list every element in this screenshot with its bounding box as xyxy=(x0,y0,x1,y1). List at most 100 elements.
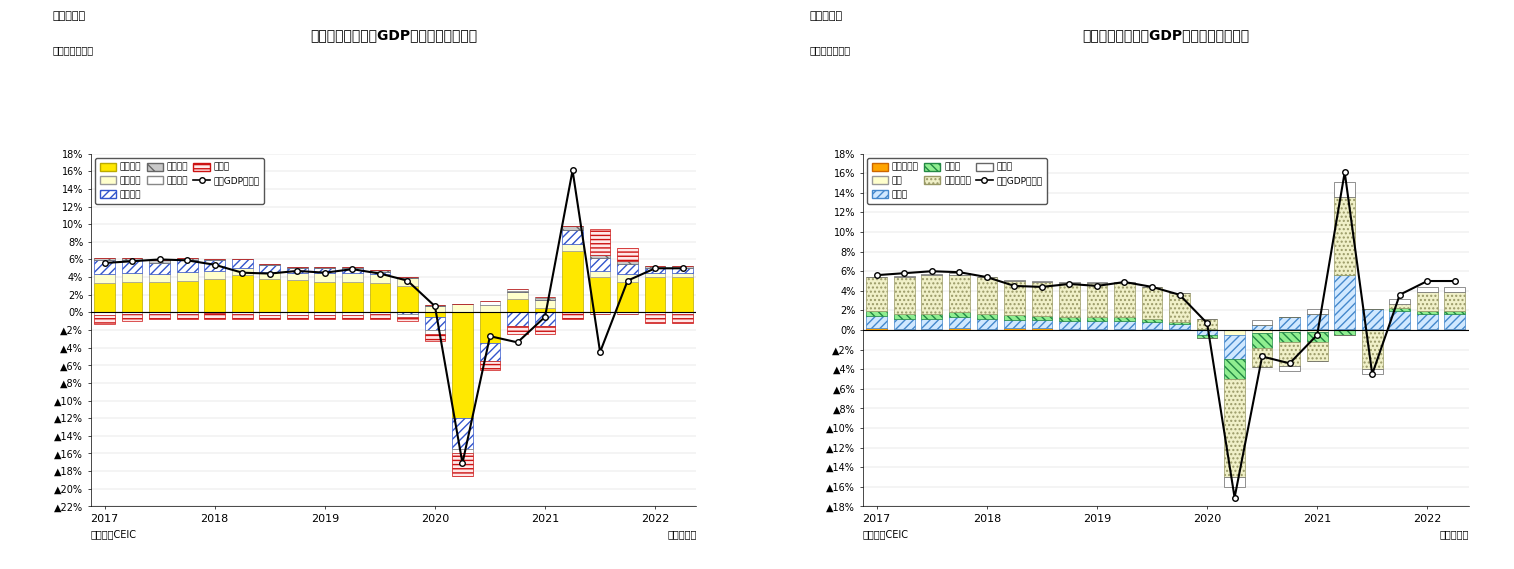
Bar xyxy=(590,229,610,255)
Bar xyxy=(150,312,170,314)
Bar xyxy=(288,266,307,269)
Bar xyxy=(1031,281,1052,282)
Bar xyxy=(177,261,197,272)
Bar xyxy=(1087,283,1107,318)
Bar xyxy=(315,269,335,273)
Bar xyxy=(562,312,583,319)
Bar xyxy=(342,315,363,319)
Text: （図表２）: （図表２） xyxy=(810,11,843,22)
Bar xyxy=(1444,292,1466,311)
Bar xyxy=(232,314,253,319)
Bar xyxy=(342,273,363,282)
Bar xyxy=(94,258,115,261)
Bar xyxy=(259,265,280,272)
Bar xyxy=(922,314,942,319)
Bar xyxy=(1417,287,1438,292)
Bar xyxy=(397,317,418,321)
Bar xyxy=(1142,329,1163,330)
Bar xyxy=(893,276,914,277)
Text: （資料）CEIC: （資料）CEIC xyxy=(91,529,136,539)
Bar xyxy=(1279,329,1301,330)
Bar xyxy=(949,275,969,312)
Bar xyxy=(893,319,914,329)
Bar xyxy=(94,312,115,315)
Bar xyxy=(1417,329,1438,330)
Bar xyxy=(1334,330,1355,335)
Bar xyxy=(618,261,637,264)
Bar xyxy=(150,263,170,274)
Bar xyxy=(1031,316,1052,320)
Bar xyxy=(480,301,500,306)
Bar xyxy=(1196,319,1217,329)
Bar xyxy=(1334,329,1355,330)
Bar xyxy=(922,329,942,330)
Bar xyxy=(1114,318,1136,321)
Bar xyxy=(1444,287,1466,292)
Text: （図表１）: （図表１） xyxy=(53,11,86,22)
Bar xyxy=(1031,282,1052,316)
Bar xyxy=(397,277,418,278)
Bar xyxy=(424,335,445,341)
Bar xyxy=(424,317,445,330)
Bar xyxy=(1307,310,1328,314)
Bar xyxy=(177,258,197,261)
Bar xyxy=(1390,329,1410,330)
Bar xyxy=(1279,332,1301,342)
Bar xyxy=(672,266,693,269)
Bar xyxy=(618,312,637,314)
Bar xyxy=(1031,328,1052,330)
Bar xyxy=(121,314,142,321)
Bar xyxy=(288,273,307,280)
Bar xyxy=(232,259,253,269)
Bar xyxy=(453,304,472,312)
Bar xyxy=(1307,329,1328,330)
Bar xyxy=(315,312,335,315)
Bar xyxy=(1444,329,1466,330)
Bar xyxy=(672,314,693,323)
Bar xyxy=(534,308,556,312)
Bar xyxy=(1060,283,1079,318)
Bar xyxy=(369,312,391,314)
Bar xyxy=(1004,315,1025,320)
Bar xyxy=(672,269,693,273)
Bar xyxy=(893,277,914,314)
Bar xyxy=(177,281,197,312)
Bar xyxy=(259,272,280,279)
Bar xyxy=(1390,311,1410,329)
Bar xyxy=(232,269,253,275)
Bar xyxy=(369,272,391,274)
Bar xyxy=(1225,477,1245,487)
Bar xyxy=(369,314,391,319)
Bar xyxy=(1363,329,1382,330)
Bar xyxy=(1169,324,1190,329)
Bar xyxy=(590,312,610,314)
Bar xyxy=(1060,329,1079,330)
Bar xyxy=(562,230,583,244)
Bar xyxy=(672,312,693,314)
Bar xyxy=(204,261,226,271)
Legend: 農林水産業, 鉱業, 製造業, 建設業, サービス業, その他, 実質GDP成長率: 農林水産業, 鉱業, 製造業, 建設業, サービス業, その他, 実質GDP成長… xyxy=(868,158,1046,204)
Bar xyxy=(480,343,500,361)
Bar xyxy=(150,314,170,319)
Bar xyxy=(453,418,472,449)
Bar xyxy=(204,271,226,279)
Bar xyxy=(1444,314,1466,329)
Bar xyxy=(1390,308,1410,311)
Bar xyxy=(977,277,998,314)
Bar xyxy=(204,279,226,312)
Bar xyxy=(397,314,418,317)
Bar xyxy=(534,300,556,308)
Bar xyxy=(204,312,226,314)
Bar xyxy=(315,282,335,312)
Bar xyxy=(1334,275,1355,329)
Bar xyxy=(645,269,666,273)
Bar xyxy=(590,271,610,277)
Bar xyxy=(397,286,418,312)
Bar xyxy=(204,259,226,261)
Bar xyxy=(922,274,942,275)
Bar xyxy=(1169,329,1190,330)
Bar xyxy=(590,258,610,271)
Bar xyxy=(534,312,556,325)
Bar xyxy=(1114,321,1136,329)
Bar xyxy=(949,273,969,275)
